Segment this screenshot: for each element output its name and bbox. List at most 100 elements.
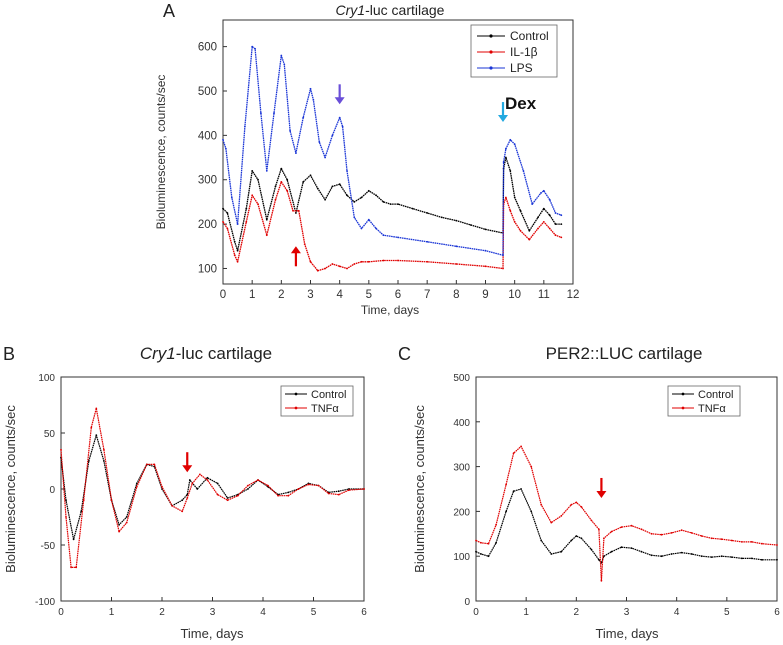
- panel-a-x-ticks: 0 1 2 3 4 5 6 7 8 9 10 11 12: [220, 280, 580, 301]
- data-point: [206, 479, 209, 481]
- series-line-lps: [222, 45, 562, 256]
- y-tick-label: 0: [49, 485, 55, 496]
- data-point: [480, 541, 482, 544]
- data-point: [480, 553, 482, 555]
- data-point: [367, 260, 370, 263]
- data-point: [570, 503, 573, 506]
- x-tick-label: 7: [424, 289, 430, 301]
- data-point: [226, 212, 229, 214]
- data-point: [509, 138, 512, 141]
- data-point: [440, 216, 443, 219]
- panel-b-legend: Control TNFα: [280, 385, 354, 417]
- data-point: [302, 116, 305, 119]
- data-point: [570, 539, 573, 542]
- x-tick-label: 4: [336, 289, 343, 301]
- data-point: [145, 463, 148, 466]
- annotation-arrow-head: [182, 465, 193, 473]
- panel-b-legend-marker-tnfa: [294, 406, 298, 410]
- data-point: [316, 187, 319, 190]
- data-point: [580, 506, 583, 508]
- data-point: [360, 260, 363, 263]
- data-point: [236, 223, 239, 226]
- data-point: [509, 209, 512, 212]
- data-point: [519, 209, 522, 212]
- data-point: [337, 490, 340, 493]
- data-point: [590, 519, 593, 522]
- data-point: [590, 548, 593, 551]
- series-line-tnf: [475, 445, 778, 582]
- panel-b-title: Cry1-luc cartilage: [140, 344, 272, 363]
- data-point: [312, 99, 315, 101]
- data-point: [455, 263, 458, 265]
- data-point: [303, 243, 306, 246]
- data-point: [751, 541, 753, 543]
- data-point: [331, 263, 334, 265]
- x-tick-label: 0: [220, 289, 226, 301]
- data-point: [236, 260, 239, 263]
- data-point: [700, 555, 703, 558]
- data-point: [257, 203, 259, 206]
- annotation-arrow-head: [596, 490, 607, 498]
- data-point: [82, 499, 85, 502]
- data-point: [560, 550, 563, 553]
- data-point: [324, 267, 326, 270]
- data-point: [537, 227, 539, 230]
- data-point: [603, 537, 605, 540]
- data-point: [324, 156, 326, 159]
- data-point: [660, 555, 663, 558]
- data-point: [580, 537, 583, 540]
- data-point: [513, 196, 516, 199]
- data-point: [741, 541, 743, 543]
- panel-a-legend-lps: LPS: [510, 61, 533, 75]
- data-point: [295, 152, 297, 155]
- x-tick-label: 10: [508, 289, 521, 301]
- x-tick-label: 0: [473, 607, 479, 618]
- data-point: [287, 494, 290, 497]
- data-point: [80, 510, 83, 513]
- data-point: [225, 147, 227, 150]
- panel-a-legend: Control IL-1β LPS: [470, 24, 558, 78]
- data-point: [502, 254, 504, 257]
- x-tick-label: 2: [159, 607, 165, 618]
- x-tick-label: 12: [567, 289, 580, 301]
- data-point: [337, 493, 340, 496]
- panel-a-letter: A: [163, 1, 175, 21]
- y-tick-label: 300: [198, 175, 217, 187]
- data-point: [309, 260, 312, 263]
- panel-c-legend-marker-control: [681, 392, 685, 396]
- data-point: [670, 532, 673, 534]
- data-point: [309, 87, 312, 90]
- data-point: [233, 254, 236, 257]
- panel-a-x-label: Time, days: [361, 303, 419, 317]
- data-point: [216, 482, 219, 485]
- data-point: [720, 538, 723, 541]
- y-tick-label: 500: [453, 373, 470, 384]
- data-point: [338, 265, 341, 268]
- data-point: [317, 484, 320, 487]
- panel-a-title: Cry1-luc cartilage: [336, 2, 445, 18]
- data-point: [375, 194, 377, 197]
- data-point: [411, 207, 414, 210]
- data-point: [531, 203, 534, 206]
- data-point: [382, 259, 385, 262]
- data-point: [222, 138, 224, 141]
- data-point: [512, 452, 515, 455]
- y-tick-label: 200: [453, 507, 470, 518]
- panel-c-series: [475, 445, 778, 582]
- data-point: [542, 207, 545, 210]
- data-point: [505, 147, 507, 150]
- data-point: [135, 482, 138, 485]
- data-point: [287, 491, 290, 494]
- y-tick-label: 400: [453, 418, 470, 429]
- data-point: [226, 227, 229, 230]
- data-point: [560, 515, 563, 517]
- data-point: [247, 488, 249, 490]
- data-point: [103, 460, 105, 462]
- data-point: [548, 214, 551, 217]
- data-point: [502, 161, 505, 163]
- data-point: [277, 494, 279, 497]
- data-point: [90, 426, 93, 429]
- panel-b-annotations: [182, 452, 193, 473]
- data-point: [731, 556, 733, 558]
- panel-c-legend-control: Control: [698, 389, 733, 401]
